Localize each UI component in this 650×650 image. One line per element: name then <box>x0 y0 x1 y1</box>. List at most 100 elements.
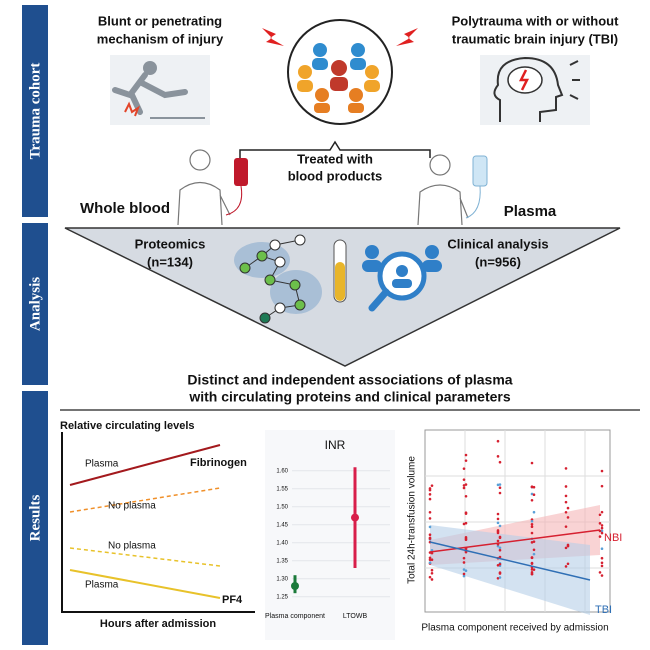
y-tick-label: 1.40 <box>276 540 288 546</box>
inr-panel <box>265 430 395 640</box>
scatter-dot-illustration <box>530 461 534 465</box>
proteomics-text: Proteomics <box>135 236 206 251</box>
scatter-dot-illustration <box>564 485 568 488</box>
scatter-dot-illustration <box>462 478 466 481</box>
scatter-dot-illustration <box>498 562 502 566</box>
scatter-dot-illustration <box>462 467 466 470</box>
tbi-label: TBI <box>595 604 612 616</box>
scatter-dot-illustration <box>464 483 468 486</box>
levels-xlabel: Hours after admission <box>100 618 216 630</box>
scatter-dot-illustration <box>598 571 602 574</box>
inr-title: INR <box>325 438 346 452</box>
section-band <box>22 391 48 645</box>
scatter-dot-illustration <box>496 455 500 458</box>
scatter-dot-illustration <box>532 493 536 496</box>
scatter-dot-illustration <box>564 467 568 470</box>
scatter-dot-illustration <box>496 576 500 580</box>
line-label: No plasma <box>108 541 156 552</box>
pf4-plasma-line <box>69 569 221 599</box>
scatter-dot-illustration <box>498 576 502 579</box>
section-label: Trauma cohort <box>27 63 43 160</box>
section-band <box>22 5 48 217</box>
scatter-dot-illustration <box>530 541 534 544</box>
scatter-dot-illustration <box>600 531 604 535</box>
scatter-dot-illustration <box>496 539 500 543</box>
scatter-dot-illustration <box>428 537 432 540</box>
scatter-ylabel: Total 24h-transfusion volume <box>407 456 418 584</box>
scatter-dot-illustration <box>530 568 534 571</box>
scatter-dot-illustration <box>430 571 434 575</box>
scatter-dot-illustration <box>566 516 570 519</box>
scatter-dot-illustration <box>530 492 534 496</box>
whole-blood-label: Whole blood <box>80 200 170 217</box>
mechanism-text: Blunt or penetrating <box>98 13 222 28</box>
conclusion-text: with circulating proteins and clinical p… <box>188 389 511 405</box>
scatter-dot-illustration <box>428 487 432 490</box>
conclusion-text: Distinct and independent associations of… <box>187 372 512 388</box>
scatter-dot-illustration <box>598 522 602 525</box>
scatter-dot-illustration <box>530 571 534 574</box>
scatter-dot-illustration <box>530 498 534 502</box>
axes <box>61 432 255 613</box>
scatter-dot-illustration <box>564 546 568 550</box>
scatter-dot-illustration <box>428 511 432 514</box>
scatter-dot-illustration <box>428 575 432 579</box>
scatter-dot-illustration <box>462 486 466 490</box>
scatter-dot-illustration <box>464 550 468 554</box>
y-tick-label: 1.30 <box>276 576 288 582</box>
scatter-panel <box>424 429 611 615</box>
scatter-dot-illustration <box>462 568 466 571</box>
y-tick-label: 1.60 <box>276 468 288 474</box>
scatter-dot-illustration <box>462 561 466 564</box>
scatter-dot-illustration <box>496 521 500 525</box>
scatter-dot-illustration <box>532 510 536 514</box>
y-tick-label: 1.25 <box>276 594 288 600</box>
section-label: Analysis <box>27 277 43 331</box>
scatter-dot-illustration <box>600 556 604 560</box>
scatter-dot-illustration <box>600 564 604 568</box>
scatter-dot-illustration <box>498 483 502 486</box>
scatter-dot-illustration <box>600 510 604 514</box>
scatter-dot-illustration <box>564 500 568 504</box>
scatter-dot-illustration <box>530 561 534 565</box>
scatter-dot-illustration <box>498 524 502 528</box>
scatter-dot-illustration <box>564 525 568 528</box>
clinical-text: Clinical analysis <box>447 236 548 251</box>
point <box>351 513 359 522</box>
y-tick-label: 1.55 <box>276 486 288 492</box>
blood-bag <box>234 158 248 186</box>
section-band <box>22 223 48 385</box>
fibrinogen-no-plasma-line <box>69 487 221 513</box>
scatter-dot-illustration <box>428 517 432 520</box>
scatter-dot-illustration <box>464 547 468 551</box>
scatter-dot-illustration <box>462 574 466 578</box>
scatter-dot-illustration <box>532 548 536 552</box>
clinical-text: (n=956) <box>475 254 521 269</box>
scatter-dot-illustration <box>600 469 604 473</box>
scatter-dot-illustration <box>430 568 434 572</box>
scatter-dot-illustration <box>600 561 604 565</box>
scatter-dot-illustration <box>498 491 502 495</box>
scatter-dot-illustration <box>464 537 468 541</box>
scatter-dot-illustration <box>464 453 468 457</box>
scatter-dot-illustration <box>496 483 500 487</box>
scatter-dot-illustration <box>530 525 534 529</box>
plasma-label: Plasma <box>504 203 557 220</box>
tube <box>225 185 243 216</box>
scatter-dot-illustration <box>598 513 602 517</box>
scatter-dot-illustration <box>566 544 570 548</box>
network-icon <box>234 234 322 324</box>
scatter-dot-illustration <box>464 569 468 573</box>
scatter-dot-illustration <box>428 561 432 565</box>
brain-icon <box>480 55 590 125</box>
scatter-dot-illustration <box>428 533 432 536</box>
people-search-icon <box>362 245 442 312</box>
scatter-dot-illustration <box>600 547 604 551</box>
fibrinogen-plasma-line <box>69 444 221 486</box>
line-label: PF4 <box>222 594 243 606</box>
scatter-dot-illustration <box>498 572 502 575</box>
patient-figure <box>177 149 469 226</box>
test-tube-fill <box>335 262 345 301</box>
scatter-dot-illustration <box>428 493 432 496</box>
